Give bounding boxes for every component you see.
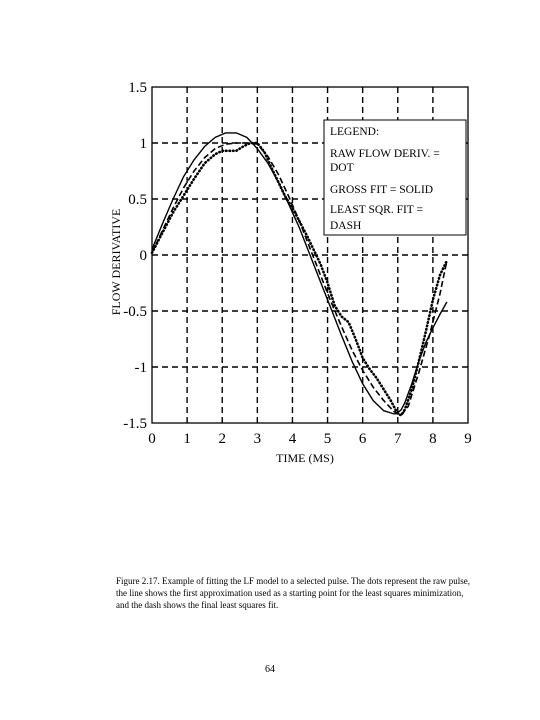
legend-title: LEGEND: bbox=[330, 126, 379, 138]
series-dash-line bbox=[151, 142, 448, 416]
x-tick-label: 7 bbox=[394, 431, 402, 447]
series-solid-line bbox=[151, 132, 448, 415]
y-tick-label: 1 bbox=[140, 136, 148, 152]
x-tick-label: 8 bbox=[429, 431, 437, 447]
x-tick-label: 9 bbox=[464, 431, 472, 447]
x-tick-label: 2 bbox=[218, 431, 226, 447]
figure-caption: Figure 2.17. Example of fitting the LF m… bbox=[116, 576, 470, 610]
y-axis-label: FLOW DERIVATIVE bbox=[109, 209, 123, 316]
legend-line-raw-style: DOT bbox=[330, 162, 354, 174]
legend-box bbox=[323, 119, 467, 236]
legend-line-raw: RAW FLOW DERIV. = bbox=[330, 148, 440, 160]
y-tick-label: -1.5 bbox=[123, 416, 147, 432]
y-tick-label: 0.5 bbox=[128, 192, 147, 208]
legend-line-lsq: LEAST SQR. FIT = bbox=[330, 204, 423, 216]
y-tick-label: 1.5 bbox=[128, 80, 147, 96]
legend-line-lsq-style: DASH bbox=[330, 220, 361, 232]
chart-legend: LEGEND: RAW FLOW DERIV. = DOT GROSS FIT … bbox=[323, 119, 467, 236]
x-tick-label: 4 bbox=[289, 431, 297, 447]
x-tick-label: 3 bbox=[254, 431, 262, 447]
page-number: 64 bbox=[265, 664, 275, 675]
x-tick-label: 1 bbox=[183, 431, 191, 447]
y-tick-label: 0 bbox=[140, 248, 148, 264]
plot-frame bbox=[151, 86, 469, 424]
x-tick-label: 6 bbox=[359, 431, 367, 447]
x-tick-label: 5 bbox=[324, 431, 332, 447]
legend-line-gross: GROSS FIT = SOLID bbox=[330, 184, 433, 196]
y-tick-label: -1 bbox=[135, 360, 148, 376]
x-tick-label: 0 bbox=[148, 431, 156, 447]
x-axis-label: TIME (MS) bbox=[276, 451, 334, 465]
y-tick-label: -0.5 bbox=[123, 304, 147, 320]
